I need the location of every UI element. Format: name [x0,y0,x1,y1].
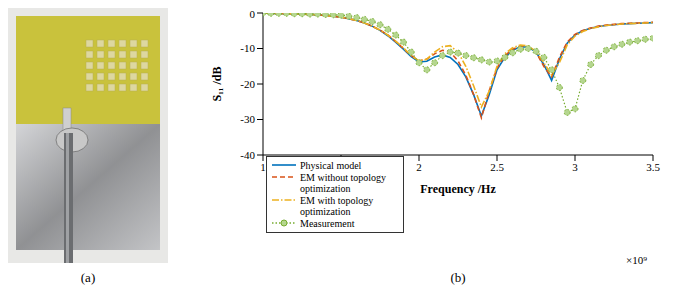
svg-text:2.5: 2.5 [490,161,504,173]
svg-text:Frequency /Hz: Frequency /Hz [420,182,496,196]
svg-text:1: 1 [260,161,266,173]
svg-text:2: 2 [416,161,422,173]
svg-text:1.5: 1.5 [334,161,348,173]
svg-text:3: 3 [572,161,578,173]
svg-text:-10: -10 [240,42,255,54]
svg-text:-20: -20 [240,78,255,90]
svg-text:S₁₁ /dB: S₁₁ /dB [210,67,224,102]
svg-text:0: 0 [250,8,256,20]
svg-text:3.5: 3.5 [646,161,660,173]
svg-text:-40: -40 [240,149,255,161]
svg-text:-30: -30 [240,113,255,125]
